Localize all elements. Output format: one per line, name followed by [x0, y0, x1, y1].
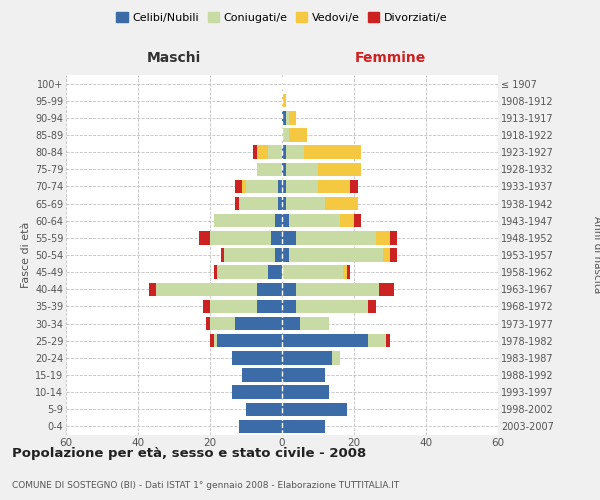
Text: Maschi: Maschi: [147, 51, 201, 65]
Bar: [235, 197, 239, 210]
Bar: [286, 197, 325, 210]
Bar: [282, 128, 289, 141]
Bar: [289, 111, 296, 124]
Bar: [390, 248, 397, 262]
Bar: [386, 334, 390, 347]
Bar: [282, 317, 300, 330]
Bar: [275, 214, 282, 228]
Bar: [239, 420, 282, 433]
Bar: [210, 334, 214, 347]
Bar: [282, 146, 286, 159]
Legend: Celibi/Nubili, Coniugati/e, Vedovi/e, Divorziati/e: Celibi/Nubili, Coniugati/e, Vedovi/e, Di…: [112, 8, 452, 28]
Bar: [296, 300, 368, 313]
Bar: [300, 317, 329, 330]
Bar: [278, 197, 282, 210]
Text: Popolazione per età, sesso e stato civile - 2008: Popolazione per età, sesso e stato civil…: [12, 448, 366, 460]
Bar: [282, 300, 296, 313]
Bar: [282, 162, 286, 176]
Bar: [383, 248, 390, 262]
Bar: [257, 282, 282, 296]
Bar: [282, 402, 347, 416]
Bar: [282, 180, 286, 193]
Bar: [332, 351, 340, 364]
Bar: [221, 248, 224, 262]
Bar: [246, 180, 278, 193]
Bar: [206, 317, 210, 330]
Bar: [325, 197, 358, 210]
Bar: [282, 368, 325, 382]
Text: COMUNE DI SOSTEGNO (BI) - Dati ISTAT 1° gennaio 2008 - Elaborazione TUTTITALIA.I: COMUNE DI SOSTEGNO (BI) - Dati ISTAT 1° …: [12, 480, 399, 490]
Bar: [368, 300, 376, 313]
Bar: [282, 420, 325, 433]
Text: Anni di nascita: Anni di nascita: [592, 216, 600, 294]
Bar: [282, 386, 329, 399]
Bar: [286, 162, 318, 176]
Bar: [253, 146, 257, 159]
Bar: [235, 180, 242, 193]
Bar: [257, 162, 282, 176]
Bar: [210, 231, 271, 244]
Bar: [282, 351, 332, 364]
Bar: [340, 214, 354, 228]
Bar: [257, 146, 268, 159]
Bar: [343, 266, 347, 279]
Bar: [210, 317, 235, 330]
Bar: [286, 146, 304, 159]
Bar: [203, 300, 210, 313]
Bar: [232, 351, 282, 364]
Bar: [224, 248, 275, 262]
Bar: [268, 266, 282, 279]
Bar: [242, 368, 282, 382]
Bar: [296, 231, 376, 244]
Bar: [156, 282, 257, 296]
Bar: [257, 300, 282, 313]
Bar: [318, 162, 361, 176]
Text: Femmine: Femmine: [355, 51, 425, 65]
Bar: [210, 300, 257, 313]
Bar: [296, 282, 379, 296]
Bar: [286, 180, 318, 193]
Y-axis label: Fasce di età: Fasce di età: [20, 222, 31, 288]
Bar: [275, 248, 282, 262]
Bar: [289, 248, 383, 262]
Bar: [149, 282, 156, 296]
Bar: [376, 231, 390, 244]
Bar: [268, 146, 282, 159]
Bar: [282, 231, 296, 244]
Bar: [246, 402, 282, 416]
Bar: [282, 111, 286, 124]
Bar: [289, 128, 307, 141]
Bar: [379, 282, 394, 296]
Bar: [282, 266, 343, 279]
Bar: [217, 334, 282, 347]
Bar: [282, 94, 286, 108]
Bar: [239, 197, 278, 210]
Bar: [242, 180, 246, 193]
Bar: [271, 231, 282, 244]
Bar: [390, 231, 397, 244]
Bar: [304, 146, 361, 159]
Bar: [282, 334, 368, 347]
Bar: [235, 317, 282, 330]
Bar: [199, 231, 210, 244]
Bar: [282, 214, 289, 228]
Bar: [214, 214, 275, 228]
Bar: [282, 282, 296, 296]
Bar: [214, 266, 217, 279]
Bar: [232, 386, 282, 399]
Bar: [368, 334, 386, 347]
Bar: [282, 248, 289, 262]
Bar: [278, 180, 282, 193]
Bar: [286, 111, 289, 124]
Bar: [217, 266, 268, 279]
Bar: [318, 180, 350, 193]
Bar: [289, 214, 340, 228]
Bar: [347, 266, 350, 279]
Bar: [350, 180, 358, 193]
Bar: [282, 197, 286, 210]
Bar: [214, 334, 217, 347]
Bar: [354, 214, 361, 228]
